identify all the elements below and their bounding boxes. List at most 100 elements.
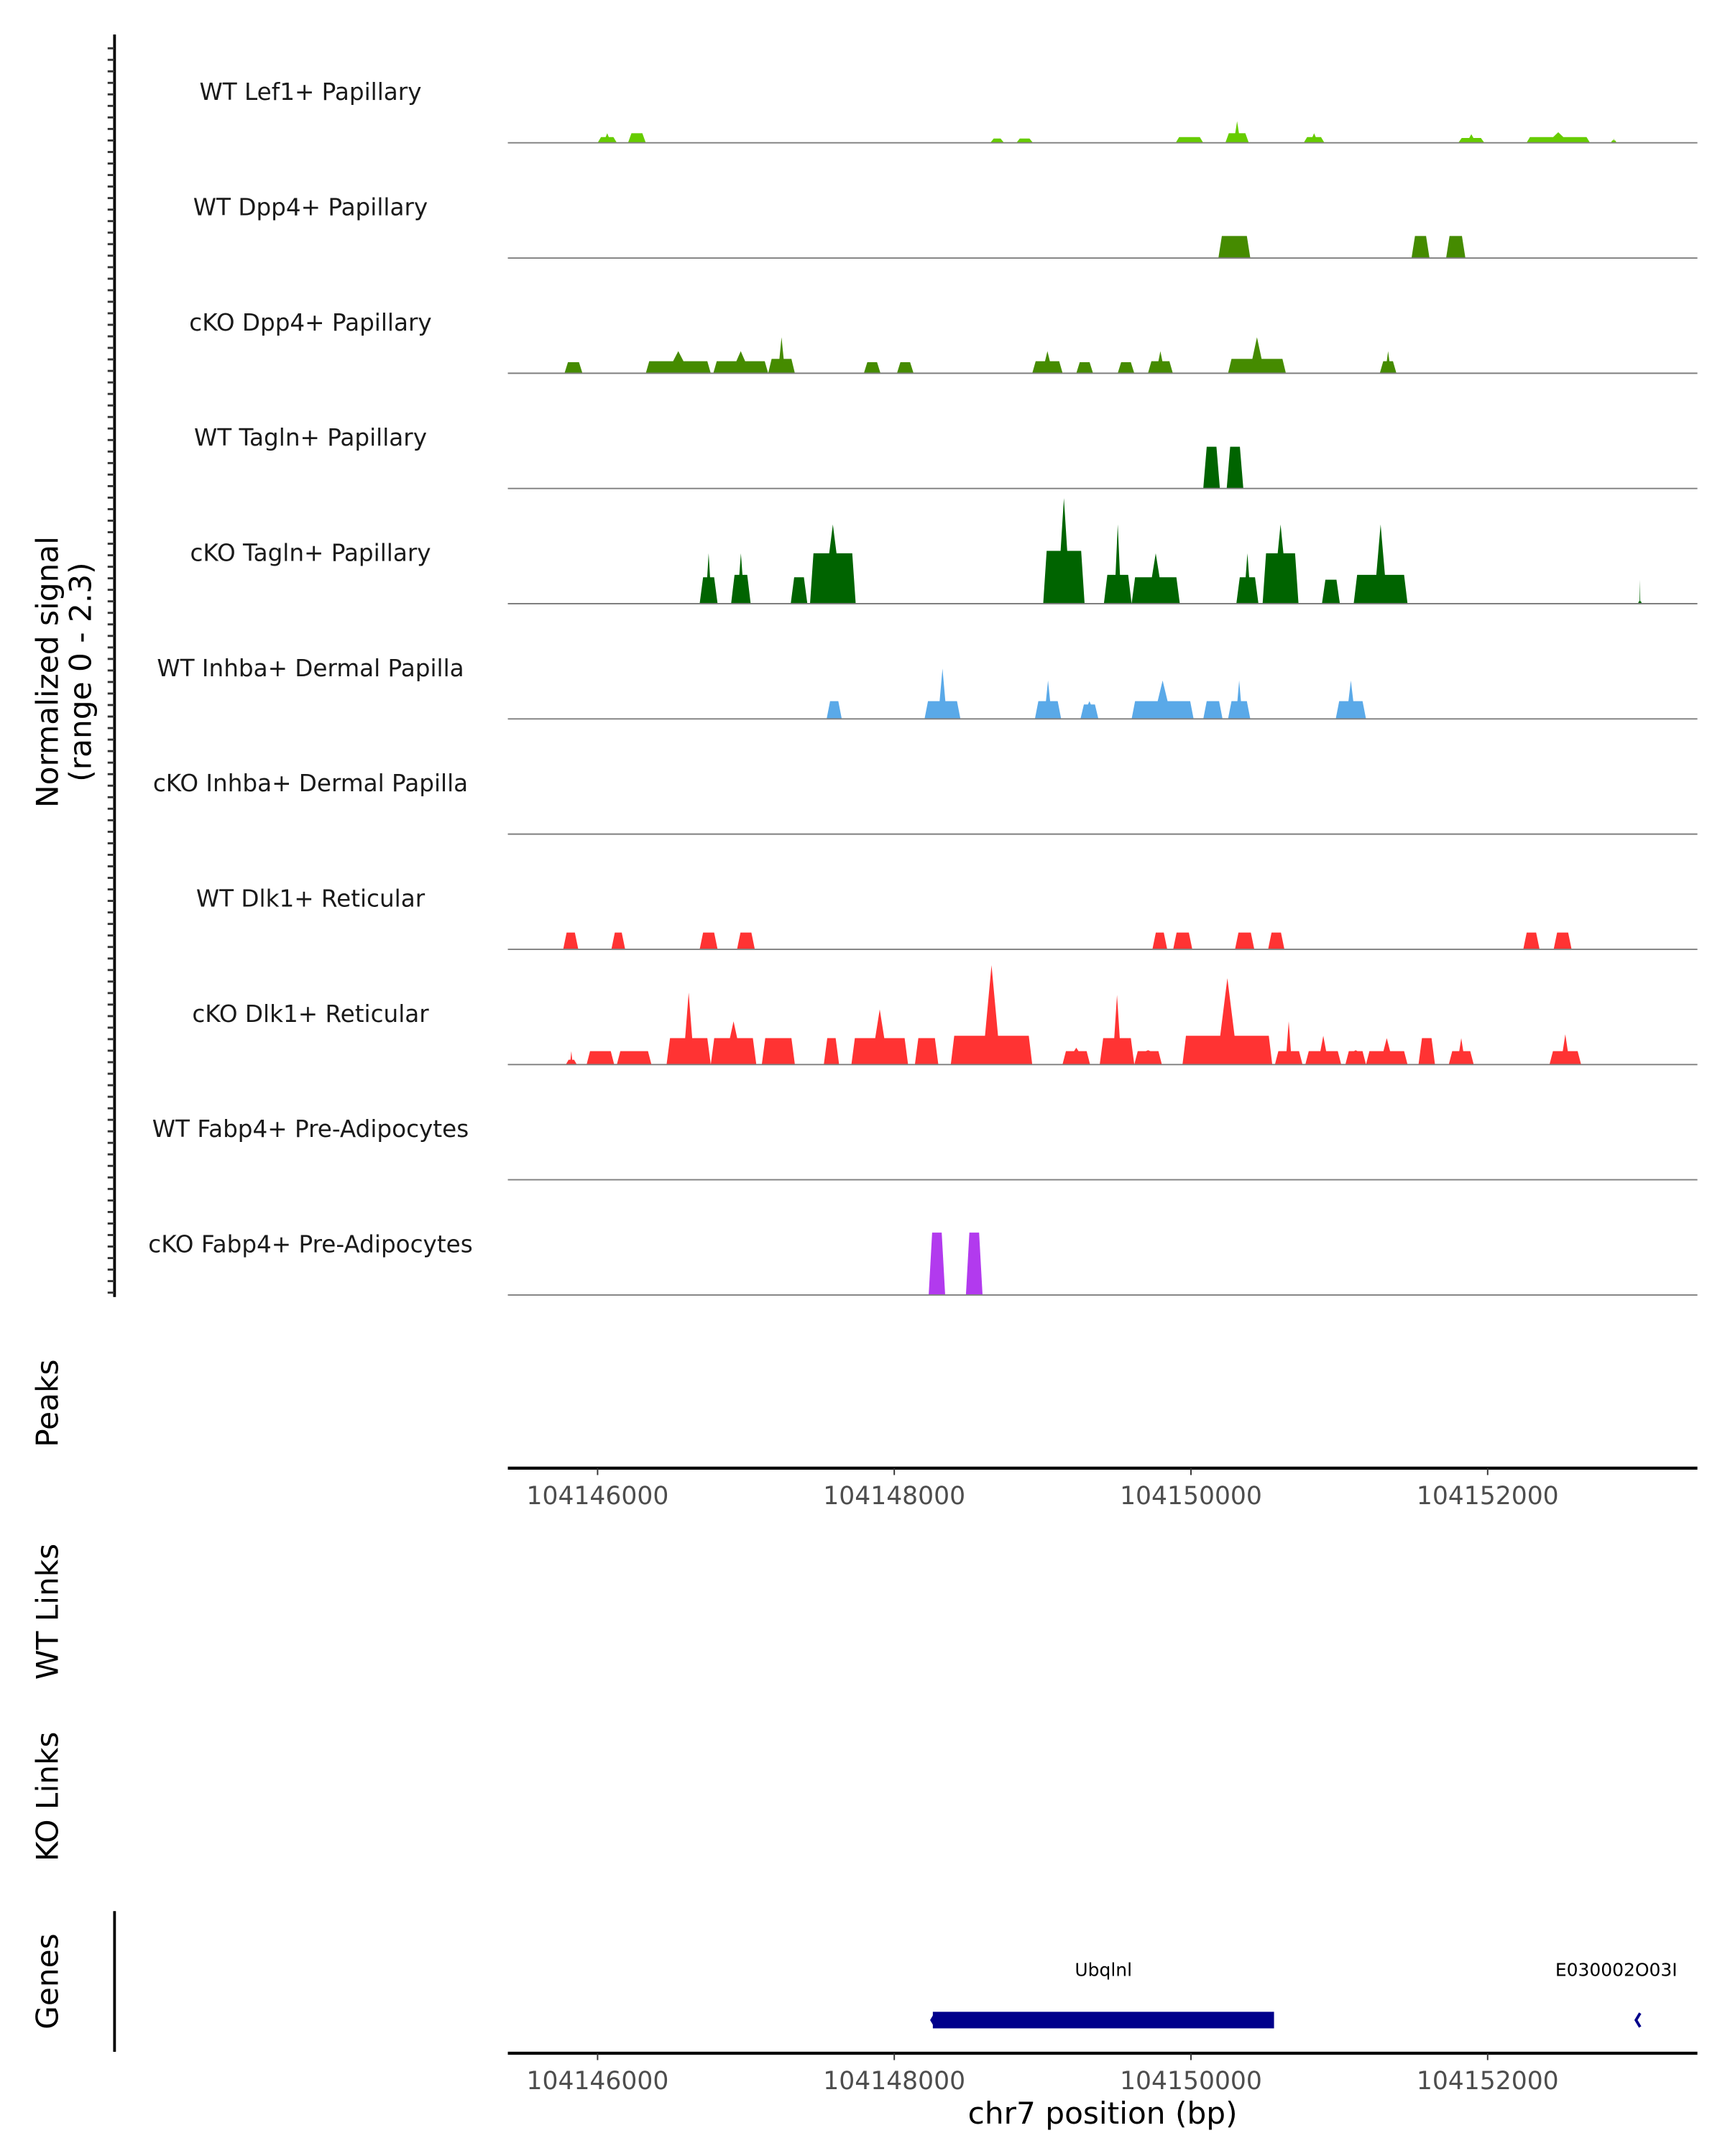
track-label: WT Fabp4+ Pre-Adipocytes <box>152 1115 469 1143</box>
signal-peak <box>731 553 751 604</box>
signal-peak <box>809 524 856 604</box>
signal-peak <box>1173 932 1192 949</box>
signal-peak <box>1611 138 1617 143</box>
track-3: WT Tagln+ Papillary <box>194 424 1698 489</box>
signal-peak <box>1236 553 1259 604</box>
signal-peak <box>1131 553 1180 604</box>
strand-arrow-icon <box>1634 2012 1642 2028</box>
gene-label: Ubqlnl <box>1075 1959 1132 1980</box>
track-8: cKO Dlk1+ Reticular <box>192 965 1698 1066</box>
signal-peak <box>896 362 914 374</box>
signal-peak <box>566 1051 577 1065</box>
signal-peak <box>1118 362 1135 374</box>
signal-peak <box>1100 995 1135 1065</box>
signal-peak <box>1345 1050 1366 1065</box>
signal-peak <box>737 932 755 949</box>
signal-peak <box>586 1051 615 1065</box>
signal-peak <box>627 133 646 143</box>
x-tick-label: 104146000 <box>527 1482 669 1511</box>
track-4: cKO Tagln+ Papillary <box>190 498 1698 604</box>
signal-peak <box>1366 1038 1408 1065</box>
signal-peak <box>1228 680 1251 719</box>
x-tick-label: 104150000 <box>1120 1482 1262 1511</box>
signal-tracks: WT Lef1+ Papillary WT Dpp4+ Papillary cKO … <box>148 78 1698 1296</box>
track-10: cKO Fabp4+ Pre-Adipocytes <box>148 1230 1698 1296</box>
signal-peak <box>863 362 881 374</box>
signal-peak <box>1131 680 1194 719</box>
x-tick-label: 104148000 <box>823 2067 965 2096</box>
signal-peak <box>1043 498 1085 604</box>
signal-peak <box>1637 579 1642 604</box>
track-label: WT Dpp4+ Papillary <box>193 194 428 221</box>
peaks-panel-label: Peaks <box>30 1359 65 1447</box>
track-label: WT Dlk1+ Reticular <box>196 885 426 912</box>
signal-peak <box>1448 1038 1474 1065</box>
track-label: cKO Dlk1+ Reticular <box>192 1000 429 1028</box>
track-7: WT Dlk1+ Reticular <box>196 885 1698 950</box>
track-label: WT Lef1+ Papillary <box>200 78 422 106</box>
gene-body <box>932 2012 1274 2029</box>
track-2: cKO Dpp4+ Papillary <box>189 309 1698 374</box>
signal-peak <box>645 351 711 374</box>
signal-peak <box>1076 362 1093 374</box>
signal-peak <box>597 133 617 143</box>
signal-peak <box>710 1021 757 1065</box>
signal-peak <box>1103 524 1132 604</box>
signal-peak <box>1152 932 1167 949</box>
signal-peak <box>1016 138 1034 143</box>
signal-peak <box>666 992 711 1065</box>
signal-peak <box>1203 701 1223 719</box>
signal-peak <box>827 701 842 719</box>
track-label: WT Tagln+ Papillary <box>194 424 427 451</box>
track-label: WT Inhba+ Dermal Papilla <box>157 655 464 682</box>
track-label: cKO Inhba+ Dermal Papilla <box>153 770 468 797</box>
x-tick-label: 104146000 <box>527 2067 669 2096</box>
track-5: WT Inhba+ Dermal Papilla <box>157 655 1698 720</box>
signal-peak <box>1228 337 1287 374</box>
signal-peak <box>1553 932 1572 949</box>
signal-peak <box>1148 351 1173 374</box>
signal-peak <box>1353 524 1408 604</box>
signal-peak <box>914 1038 939 1065</box>
signal-peak <box>761 1038 795 1065</box>
track-label: cKO Dpp4+ Papillary <box>189 309 431 336</box>
signal-peak <box>611 932 625 949</box>
signal-peak <box>1549 1034 1581 1065</box>
signal-peak <box>1418 1038 1435 1065</box>
signal-peak <box>1226 446 1243 489</box>
signal-peak <box>1032 351 1063 374</box>
signal-peak <box>563 932 579 949</box>
signal-peak <box>824 1038 840 1065</box>
signal-peak <box>564 362 583 374</box>
x-tick-label: 104150000 <box>1120 2067 1262 2096</box>
signal-peak <box>1134 1050 1162 1065</box>
signal-peak <box>1225 121 1249 143</box>
signal-peak <box>965 1233 983 1295</box>
x-tick-label: 104152000 <box>1417 2067 1559 2096</box>
signal-peak <box>924 668 961 719</box>
x-tick-label: 104152000 <box>1417 1482 1559 1511</box>
signal-peak <box>1268 932 1285 949</box>
signal-peak <box>1062 1047 1090 1065</box>
signal-peak <box>1080 701 1099 719</box>
signal-peak <box>699 553 718 604</box>
signal-peak <box>1445 236 1466 259</box>
signal-peak <box>1203 446 1220 489</box>
signal-peak <box>1523 932 1540 949</box>
signal-peak <box>990 138 1004 143</box>
track-6: cKO Inhba+ Dermal Papilla <box>153 770 1698 835</box>
strand-arrow-icon <box>930 2013 934 2027</box>
y-axis-ticks <box>107 47 115 1294</box>
signal-peak <box>929 1233 945 1295</box>
signal-peak <box>768 337 795 374</box>
signal-peak <box>1379 351 1397 374</box>
signal-peak <box>1458 134 1485 143</box>
signal-peak <box>1322 579 1340 604</box>
signal-peak <box>851 1009 908 1065</box>
gene-track: Ubqlnl E030002O03I <box>930 1959 1678 2029</box>
y-axis-label-range: (range 0 - 2.3) <box>63 562 98 781</box>
x-axis-title: chr7 position (bp) <box>968 2096 1238 2131</box>
signal-peak <box>1235 932 1255 949</box>
